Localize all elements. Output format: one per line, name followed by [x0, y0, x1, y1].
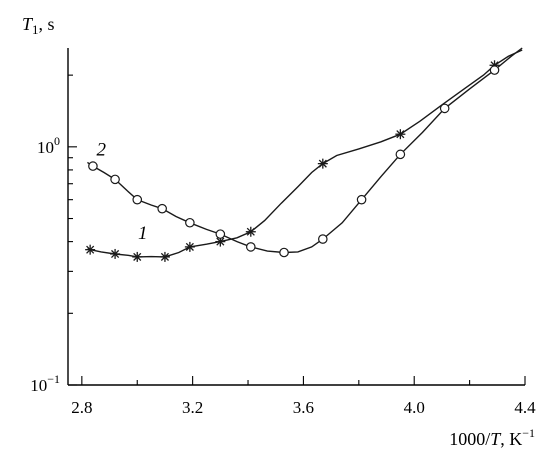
x-title-unit: , K: [500, 429, 522, 449]
star-stroke: [318, 159, 327, 168]
series-2-point: [318, 234, 328, 244]
series-1-point: [395, 129, 406, 140]
series-2-point: [489, 65, 500, 75]
y-title-symbol: T: [22, 14, 34, 34]
x-title-exponent: −1: [522, 426, 535, 440]
series-label-2: 2: [96, 139, 106, 160]
y-tick-exponent: 0: [54, 134, 60, 148]
x-tick-label: 3.6: [293, 398, 314, 417]
series-2-point: [356, 194, 367, 205]
star-stroke: [216, 237, 225, 246]
series-1-point: [110, 248, 121, 259]
y-title-subscript: 1: [32, 22, 39, 37]
series-2-point: [185, 217, 195, 228]
series-2-point: [157, 203, 167, 214]
series-1-line: [87, 49, 523, 258]
x-axis-title: 1000/T, K−1: [449, 426, 535, 449]
x-tick-label: 2.8: [71, 398, 92, 417]
series-2-point: [132, 194, 143, 205]
series-1-point: [245, 226, 256, 237]
series-curves: [87, 47, 523, 258]
x-tick-label: 4.0: [404, 398, 425, 417]
y-title-unit: , s: [39, 14, 55, 34]
series-2-point: [88, 161, 98, 171]
series-label-1: 1: [138, 223, 148, 244]
x-title-prefix: 1000/: [449, 429, 490, 449]
star-stroke: [246, 227, 255, 236]
series-markers: [85, 60, 500, 262]
series-1-point: [132, 251, 143, 262]
y-tick-label: 10−1: [30, 372, 60, 395]
star-stroke: [111, 249, 120, 259]
y-tick-label: 100: [37, 134, 60, 157]
x-title-symbol: T: [490, 429, 502, 449]
series-2-point: [395, 149, 406, 160]
star-stroke: [396, 130, 405, 139]
y-tick-base: 10: [37, 138, 54, 157]
series-2-point: [279, 247, 289, 258]
x-tick-label: 3.2: [182, 398, 203, 417]
series-2-point: [215, 229, 226, 239]
y-tick-base: 10: [30, 376, 47, 395]
x-tick-label: 4.4: [514, 398, 536, 417]
series-1-point: [184, 241, 195, 252]
star-stroke: [185, 242, 194, 251]
series-1-point: [159, 251, 170, 262]
y-axis-title: T1, s: [22, 14, 55, 37]
series-2-line: [87, 47, 523, 254]
y-tick-exponent: −1: [47, 372, 60, 386]
axes: [67, 48, 525, 386]
series-1-point: [317, 158, 328, 169]
series-2-point: [110, 174, 120, 185]
series-2-point: [246, 242, 256, 252]
star-stroke: [160, 252, 169, 261]
star-stroke: [86, 245, 95, 254]
series-1-point: [85, 244, 96, 255]
series-2-point: [439, 103, 450, 114]
star-stroke: [133, 252, 142, 261]
